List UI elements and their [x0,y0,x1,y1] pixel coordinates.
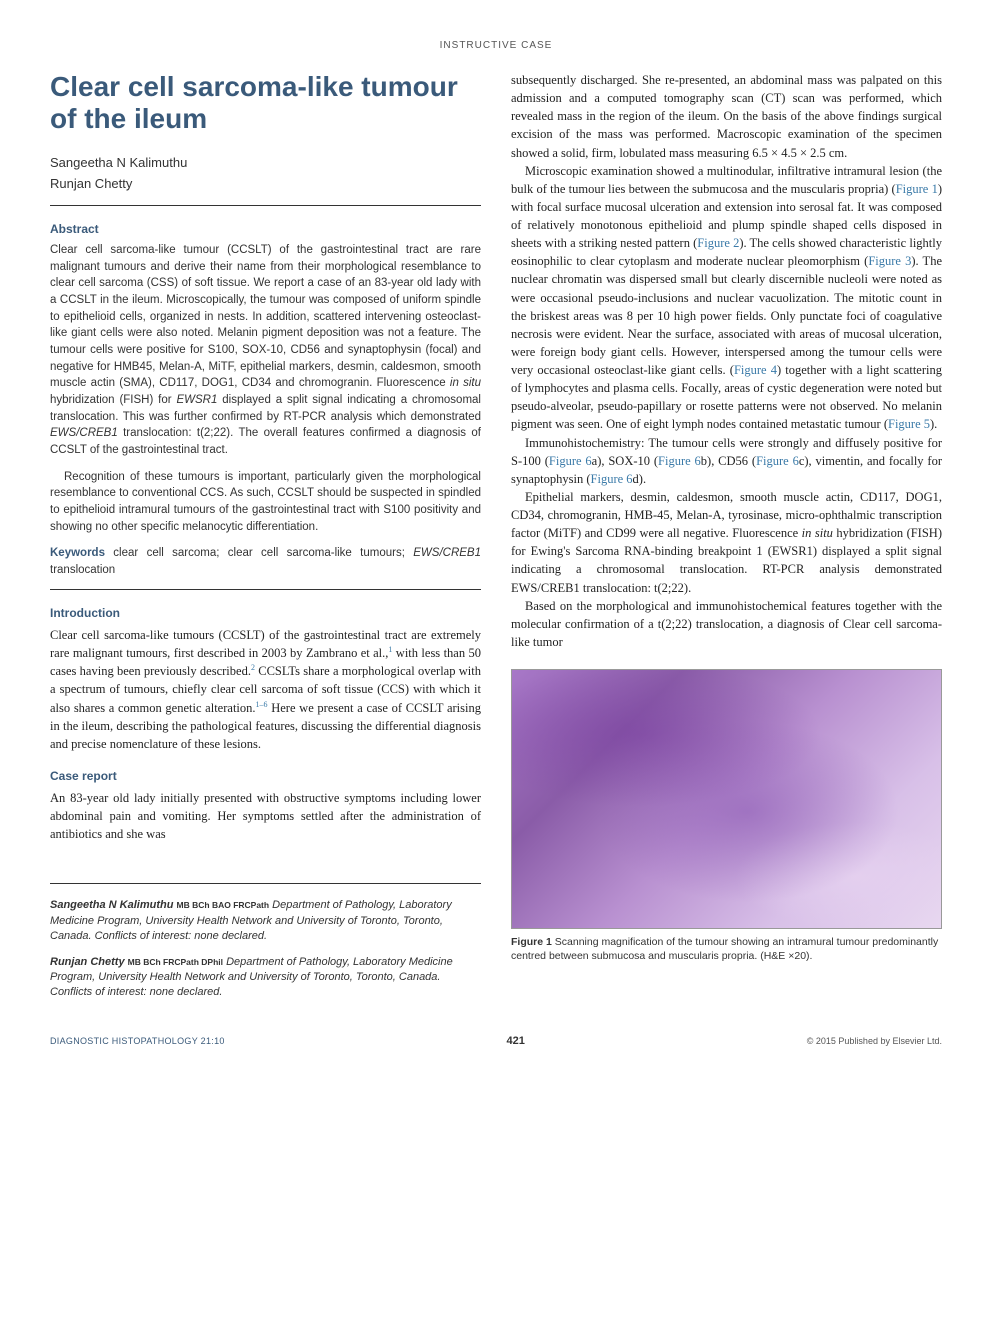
figure-1-image [511,669,942,929]
introduction-paragraph: Clear cell sarcoma-like tumours (CCSLT) … [50,626,481,753]
right-column: subsequently discharged. She re-presente… [511,71,942,1011]
divider [50,589,481,590]
author-list: Sangeetha N Kalimuthu Runjan Chetty [50,153,481,195]
left-column: Clear cell sarcoma-like tumour of the il… [50,71,481,1011]
case-report-heading: Case report [50,769,481,783]
figure-1-container: Figure 1 Scanning magnification of the t… [511,669,942,963]
introduction-heading: Introduction [50,606,481,620]
body-paragraph: Microscopic examination showed a multino… [511,162,942,434]
figure-link[interactable]: Figure 6 [591,472,633,486]
affil-author-name: Sangeetha N Kalimuthu [50,899,173,911]
abstract-heading: Abstract [50,222,481,236]
footer-journal: DIAGNOSTIC HISTOPATHOLOGY 21:10 [50,1036,225,1046]
figure-link[interactable]: Figure 5 [888,417,930,431]
body-paragraph: Based on the morphological and immunohis… [511,597,942,651]
keywords-label: Keywords [50,547,105,559]
affil-credentials: MB BCh FRCPath DPhil [128,957,223,967]
divider [50,883,481,884]
figure-link[interactable]: Figure 3 [868,254,911,268]
abstract-paragraph: Recognition of these tumours is importan… [50,469,481,536]
affil-author-name: Runjan Chetty [50,956,125,968]
two-column-layout: Clear cell sarcoma-like tumour of the il… [50,71,942,1011]
figure-label: Figure 1 [511,936,552,948]
keywords-line: Keywords clear cell sarcoma; clear cell … [50,545,481,578]
case-report-paragraph: An 83-year old lady initially presented … [50,789,481,843]
body-paragraph: Epithelial markers, desmin, caldesmon, s… [511,488,942,597]
figure-1-caption: Figure 1 Scanning magnification of the t… [511,935,942,963]
figure-link[interactable]: Figure 4 [734,363,777,377]
author-name: Runjan Chetty [50,174,481,195]
article-type-label: INSTRUCTIVE CASE [50,40,942,51]
figure-link[interactable]: Figure 6 [756,454,799,468]
citation-superscript[interactable]: 1–6 [256,700,268,709]
figure-link[interactable]: Figure 6 [658,454,701,468]
divider [50,205,481,206]
page-footer: DIAGNOSTIC HISTOPATHOLOGY 21:10 421 © 20… [50,1035,942,1047]
figure-link[interactable]: Figure 1 [896,182,938,196]
abstract-paragraph: Clear cell sarcoma-like tumour (CCSLT) o… [50,242,481,459]
footer-copyright: © 2015 Published by Elsevier Ltd. [807,1036,942,1046]
body-paragraph: Immunohistochemistry: The tumour cells w… [511,434,942,488]
figure-link[interactable]: Figure 6 [549,454,592,468]
affil-credentials: MB BCh BAO FRCPath [177,900,270,910]
body-paragraph: subsequently discharged. She re-presente… [511,71,942,162]
footer-page-number: 421 [507,1035,525,1047]
author-affiliation: Sangeetha N Kalimuthu MB BCh BAO FRCPath… [50,898,481,944]
article-title: Clear cell sarcoma-like tumour of the il… [50,71,481,135]
figure-link[interactable]: Figure 2 [697,236,739,250]
author-affiliation: Runjan Chetty MB BCh FRCPath DPhil Depar… [50,955,481,1001]
author-name: Sangeetha N Kalimuthu [50,153,481,174]
